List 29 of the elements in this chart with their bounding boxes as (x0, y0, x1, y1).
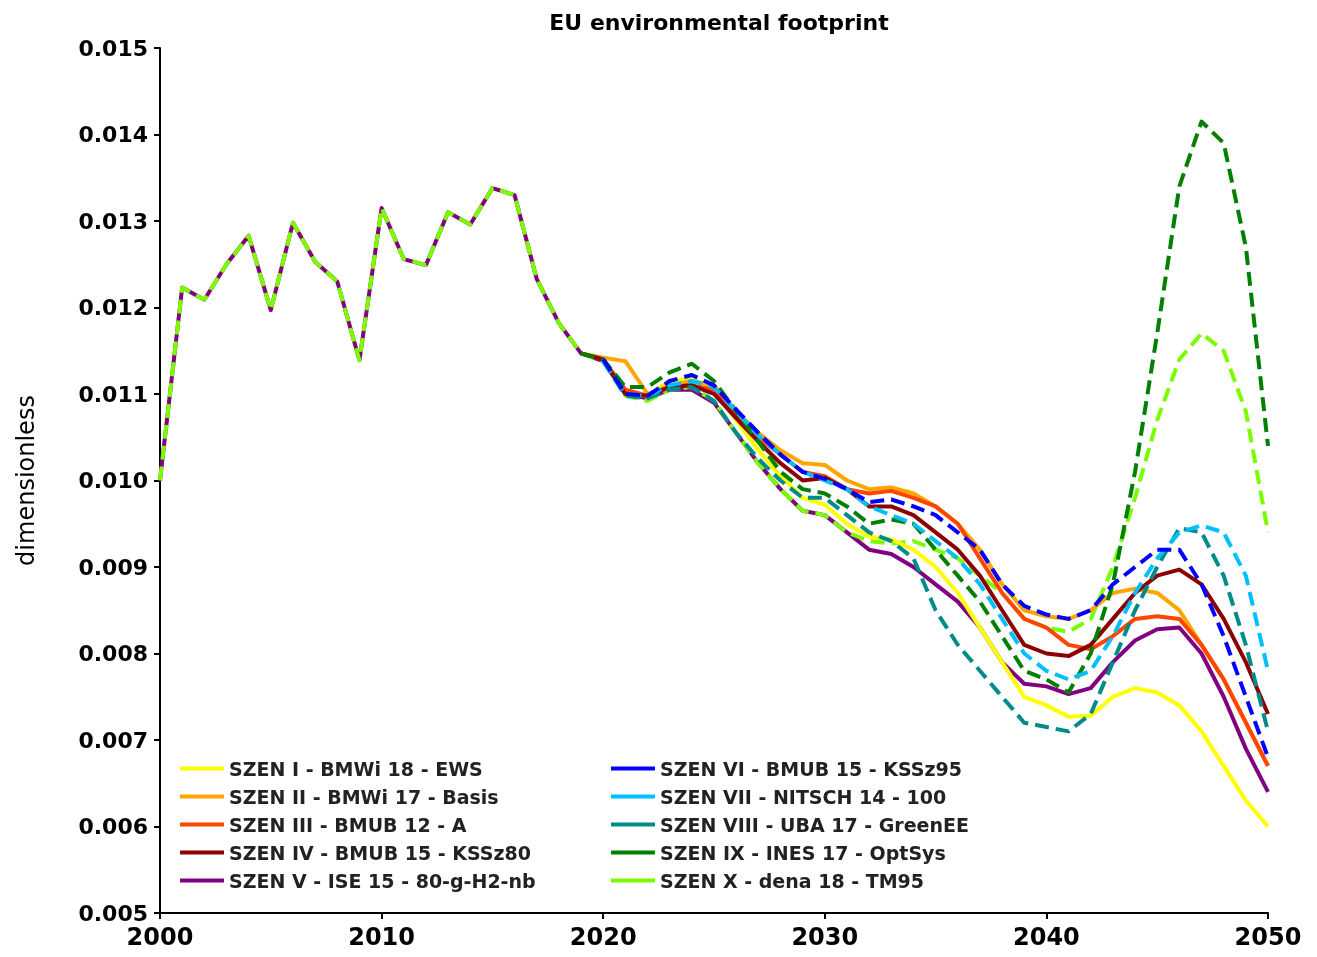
x-tick-label: 2000 (126, 923, 194, 951)
legend-label: SZEN X - dena 18 - TM95 (660, 869, 925, 892)
y-tick-label: 0.009 (78, 554, 148, 580)
y-tick-label: 0.008 (78, 641, 148, 666)
x-tick-label: 2050 (1234, 923, 1302, 951)
y-tick-label: 0.011 (78, 381, 148, 407)
x-tick-label: 2020 (569, 923, 637, 951)
x-tick-label: 2040 (1013, 923, 1080, 951)
y-tick-label: 0.010 (78, 468, 148, 493)
legend-label: SZEN III - BMUB 12 - A (229, 813, 467, 836)
y-axis-title: dimensionless (12, 395, 40, 566)
legend-label: SZEN VI - BMUB 15 - KSSz95 (660, 757, 963, 780)
legend-label: SZEN I - BMWi 18 - EWS (229, 757, 483, 780)
y-tick-label: 0.015 (78, 35, 148, 61)
legend-label: SZEN II - BMWi 17 - Basis (229, 785, 499, 808)
legend-label: SZEN VII - NITSCH 14 - 100 (660, 785, 947, 808)
y-tick-label: 0.014 (78, 122, 148, 147)
legend-label: SZEN IV - BMUB 15 - KSSz80 (229, 841, 532, 864)
legend-label: SZEN IX - INES 17 - OptSys (660, 841, 946, 864)
chart-title: EU environmental footprint (549, 9, 890, 35)
y-tick-label: 0.006 (78, 814, 148, 839)
legend-label: SZEN VIII - UBA 17 - GreenEE (660, 813, 969, 836)
y-tick-label: 0.007 (78, 727, 148, 753)
x-tick-label: 2010 (348, 923, 415, 951)
y-tick-label: 0.013 (78, 208, 148, 234)
legend-label: SZEN V - ISE 15 - 80-g-H2-nb (229, 869, 536, 892)
y-tick-label: 0.005 (78, 900, 148, 926)
y-tick-label: 0.012 (78, 295, 148, 320)
x-tick-label: 2030 (791, 923, 859, 951)
